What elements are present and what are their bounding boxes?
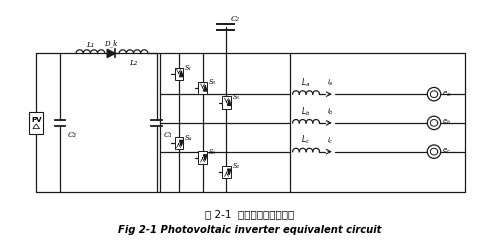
Text: C₁: C₁ xyxy=(164,131,173,139)
Text: $i_a$: $i_a$ xyxy=(327,78,333,88)
Polygon shape xyxy=(228,100,231,105)
Polygon shape xyxy=(204,85,207,91)
Polygon shape xyxy=(107,49,115,58)
Text: D_k: D_k xyxy=(105,40,118,47)
Text: $L_c$: $L_c$ xyxy=(301,134,310,146)
Text: L₁: L₁ xyxy=(86,41,94,49)
Text: S₃: S₃ xyxy=(209,78,216,87)
Polygon shape xyxy=(180,71,183,77)
Text: $L_a$: $L_a$ xyxy=(301,76,311,89)
Bar xyxy=(199,151,207,164)
Text: $i_b$: $i_b$ xyxy=(327,107,333,117)
Text: $L_b$: $L_b$ xyxy=(301,105,311,118)
Bar xyxy=(223,166,231,178)
Text: S₅: S₅ xyxy=(233,93,240,101)
Text: $e_b$: $e_b$ xyxy=(442,118,451,127)
Bar xyxy=(199,82,207,94)
Text: 图 2-1  光伏逆变器等效电路: 图 2-1 光伏逆变器等效电路 xyxy=(205,209,294,219)
Text: $e_a$: $e_a$ xyxy=(442,90,451,99)
Bar xyxy=(29,112,43,134)
Text: Fig 2-1 Photovoltaic inverter equivalent circuit: Fig 2-1 Photovoltaic inverter equivalent… xyxy=(118,225,381,235)
Bar xyxy=(175,67,183,80)
Text: S₆: S₆ xyxy=(209,148,216,156)
Text: PV: PV xyxy=(31,117,41,123)
Text: $i_c$: $i_c$ xyxy=(327,136,333,146)
Polygon shape xyxy=(228,169,231,175)
Text: C₃: C₃ xyxy=(67,131,76,139)
Text: S₁: S₁ xyxy=(185,64,192,72)
Text: S₂: S₂ xyxy=(233,162,240,170)
Polygon shape xyxy=(180,141,183,146)
Text: L₂: L₂ xyxy=(129,59,138,67)
Bar xyxy=(223,96,231,109)
Text: S₄: S₄ xyxy=(185,134,192,141)
Bar xyxy=(175,137,183,149)
Text: C₂: C₂ xyxy=(231,15,239,23)
Text: $e_c$: $e_c$ xyxy=(442,147,451,156)
Polygon shape xyxy=(204,155,207,161)
